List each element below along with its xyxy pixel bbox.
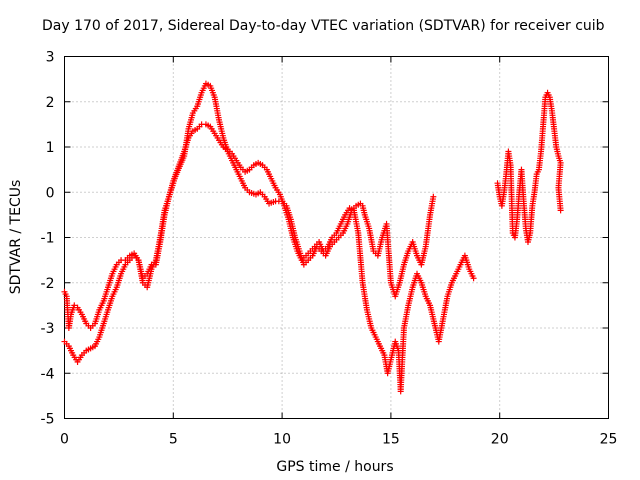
x-tick-label: 20 <box>491 432 509 448</box>
axis-ticks: 0 5 10 15 20 25 -5 -4 -3 -2 -1 0 1 2 3 <box>41 50 618 448</box>
y-tick-label: 3 <box>46 50 55 66</box>
y-tick-label: -2 <box>41 276 55 292</box>
y-tick-label: -5 <box>41 412 55 428</box>
y-tick-label: -1 <box>41 231 55 247</box>
y-tick-label: 1 <box>46 140 55 156</box>
x-tick-label: 15 <box>382 432 400 448</box>
x-tick-label: 25 <box>600 432 618 448</box>
y-axis-label: SDTVAR / TECUs <box>8 180 24 295</box>
data-point <box>557 207 564 214</box>
y-tick-label: -4 <box>41 366 55 382</box>
x-tick-label: 10 <box>273 432 291 448</box>
y-tick-label: 0 <box>46 185 55 201</box>
data-point <box>71 302 78 309</box>
x-tick-label: 5 <box>169 432 178 448</box>
data-point <box>470 275 477 282</box>
data-markers <box>61 80 564 395</box>
y-tick-label: -3 <box>41 321 55 337</box>
y-tick-label: 2 <box>46 95 55 111</box>
x-axis-label: GPS time / hours <box>276 459 393 475</box>
chart-title: Day 170 of 2017, Sidereal Day-to-day VTE… <box>42 18 605 34</box>
data-point <box>430 193 437 200</box>
x-tick-label: 0 <box>60 432 69 448</box>
